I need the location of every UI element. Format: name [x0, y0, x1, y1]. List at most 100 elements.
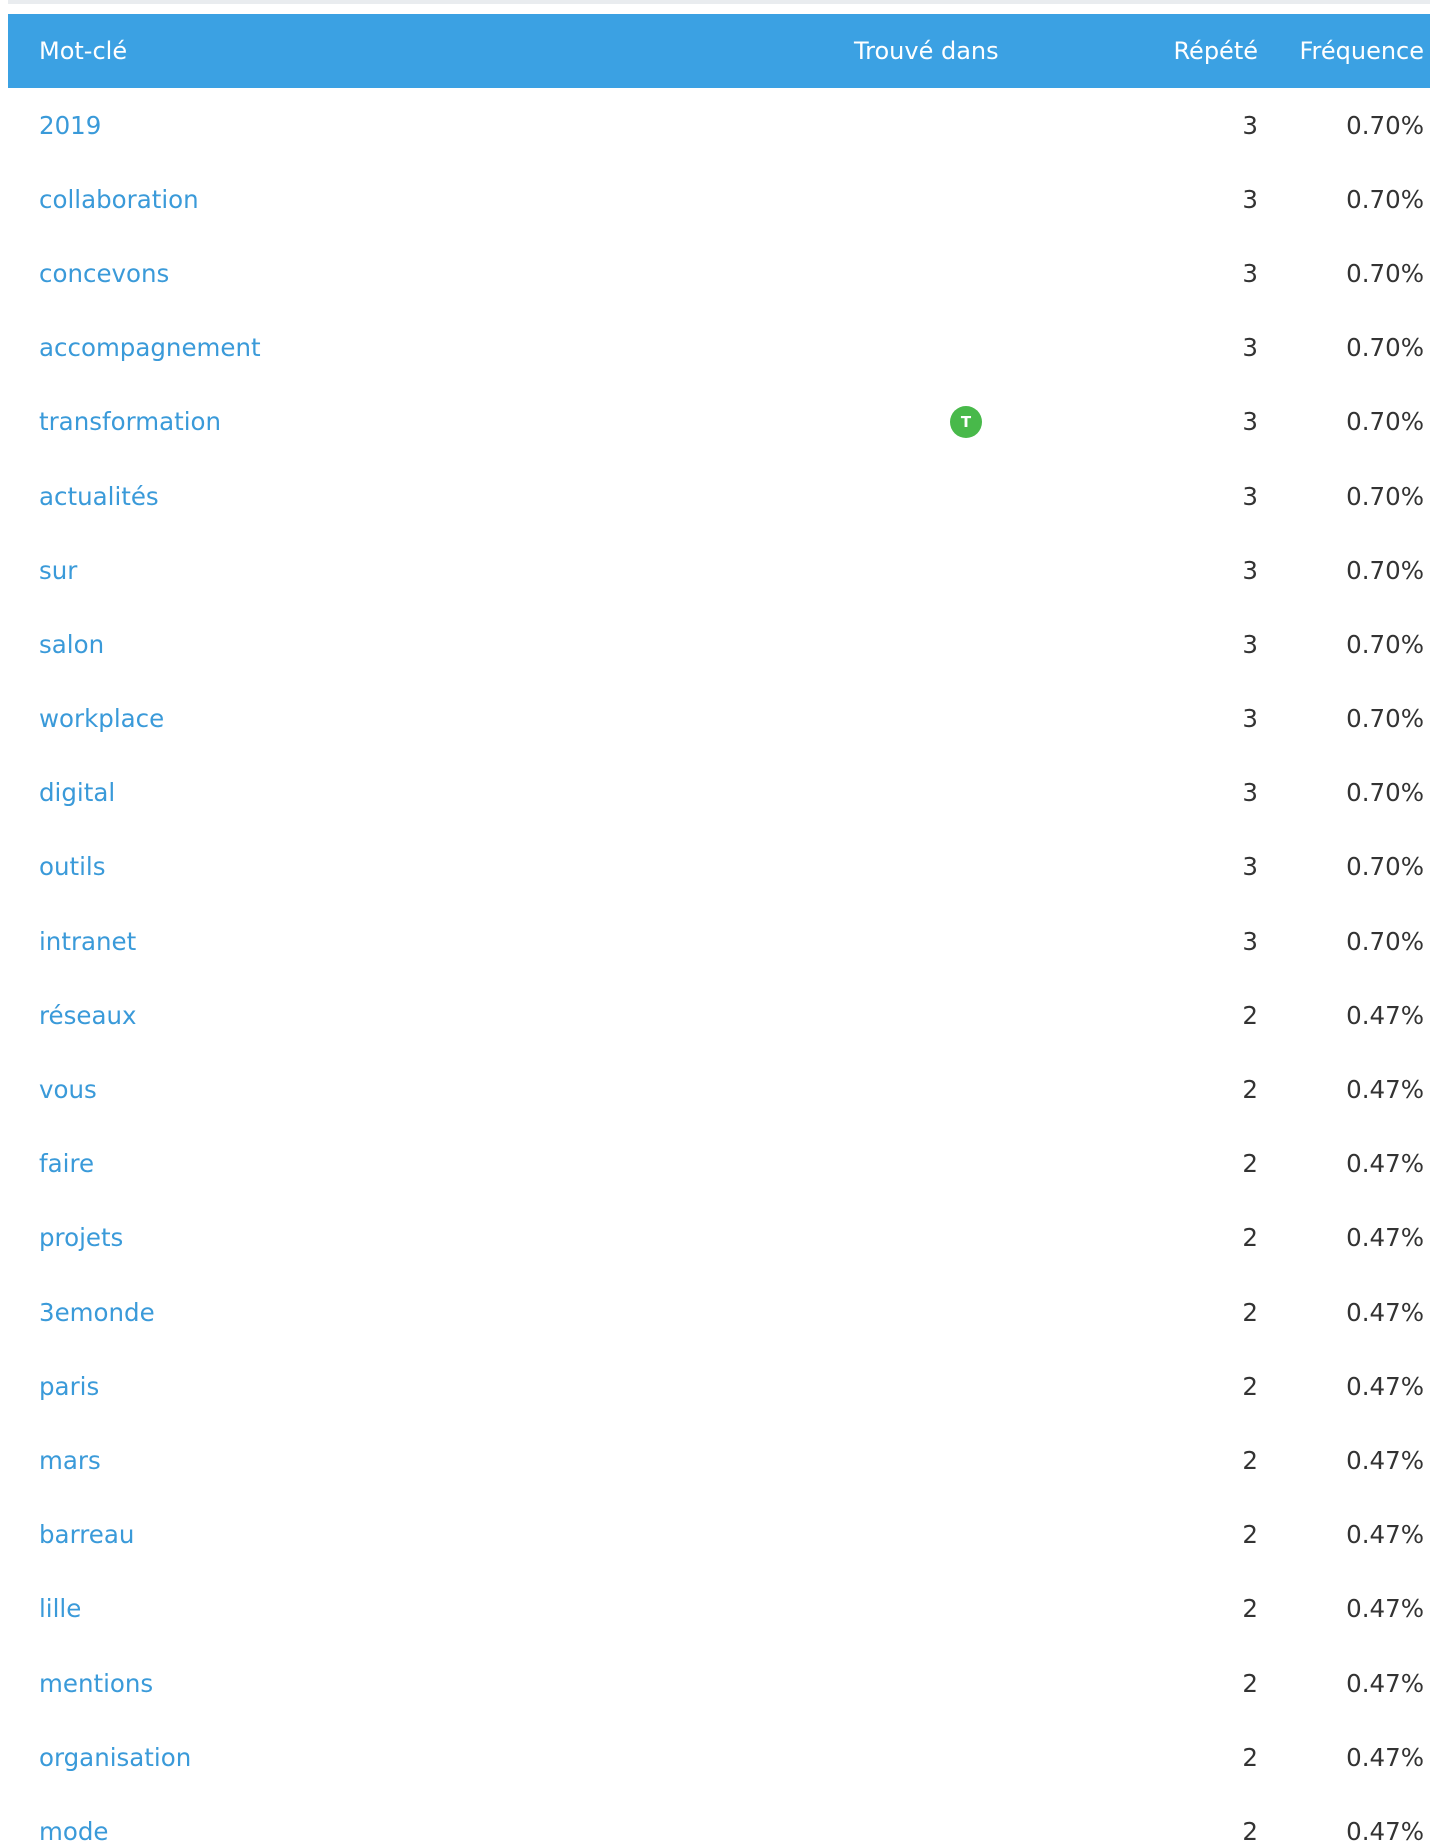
- keyword-link[interactable]: workplace: [39, 704, 165, 734]
- keyword-link[interactable]: intranet: [39, 926, 137, 956]
- frequency-value: 0.47%: [1346, 1816, 1424, 1841]
- keyword-link[interactable]: concevons: [39, 258, 170, 288]
- header-repeated: Répété: [1173, 37, 1258, 65]
- repeated-count: 3: [1242, 258, 1258, 288]
- frequency-value: 0.70%: [1346, 481, 1424, 511]
- table-row: mode 2 0.47%: [8, 1794, 1430, 1841]
- keyword-link[interactable]: 2019: [39, 110, 102, 140]
- table-row: sur 3 0.70%: [8, 533, 1430, 607]
- keyword-link[interactable]: projets: [39, 1223, 124, 1253]
- repeated-count: 3: [1242, 852, 1258, 882]
- repeated-count: 3: [1242, 407, 1258, 437]
- repeated-count: 3: [1242, 629, 1258, 659]
- keyword-link[interactable]: salon: [39, 629, 105, 659]
- frequency-value: 0.70%: [1346, 184, 1424, 214]
- keyword-link[interactable]: lille: [39, 1594, 82, 1624]
- table-row: mentions 2 0.47%: [8, 1646, 1430, 1720]
- table-row: réseaux 2 0.47%: [8, 978, 1430, 1052]
- frequency-value: 0.47%: [1346, 1223, 1424, 1253]
- keyword-link[interactable]: 3emonde: [39, 1297, 155, 1327]
- keyword-link[interactable]: outils: [39, 852, 106, 882]
- repeated-count: 3: [1242, 926, 1258, 956]
- table-row: transformation T 3 0.70%: [8, 385, 1430, 459]
- repeated-count: 3: [1242, 481, 1258, 511]
- table-row: vous 2 0.47%: [8, 1052, 1430, 1126]
- table-body: 2019 3 0.70% collaboration 3 0.70% concevons 3 0…: [8, 88, 1430, 1841]
- keyword-link[interactable]: mode: [39, 1816, 109, 1841]
- frequency-value: 0.47%: [1346, 1371, 1424, 1401]
- table-row: organisation 2 0.47%: [8, 1720, 1430, 1794]
- keyword-link[interactable]: sur: [39, 555, 78, 585]
- header-frequency: Fréquence: [1299, 37, 1424, 65]
- table-row: concevons 3 0.70%: [8, 236, 1430, 310]
- keyword-link[interactable]: barreau: [39, 1520, 135, 1550]
- frequency-value: 0.70%: [1346, 333, 1424, 363]
- table-row: faire 2 0.47%: [8, 1127, 1430, 1201]
- frequency-value: 0.47%: [1346, 1742, 1424, 1772]
- table-row: projets 2 0.47%: [8, 1201, 1430, 1275]
- keyword-link[interactable]: accompagnement: [39, 333, 261, 363]
- table-row: digital 3 0.70%: [8, 756, 1430, 830]
- table-row: collaboration 3 0.70%: [8, 162, 1430, 236]
- frequency-value: 0.47%: [1346, 1149, 1424, 1179]
- frequency-value: 0.70%: [1346, 258, 1424, 288]
- frequency-value: 0.47%: [1346, 1520, 1424, 1550]
- frequency-value: 0.47%: [1346, 1000, 1424, 1030]
- table-row: accompagnement 3 0.70%: [8, 311, 1430, 385]
- repeated-count: 2: [1242, 1520, 1258, 1550]
- table-header: Mot-clé Trouvé dans Répété Fréquence: [8, 14, 1430, 88]
- repeated-count: 2: [1242, 1075, 1258, 1105]
- keyword-link[interactable]: digital: [39, 778, 116, 808]
- repeated-count: 2: [1242, 1297, 1258, 1327]
- repeated-count: 2: [1242, 1000, 1258, 1030]
- repeated-count: 2: [1242, 1742, 1258, 1772]
- frequency-value: 0.70%: [1346, 555, 1424, 585]
- keyword-link[interactable]: vous: [39, 1075, 97, 1105]
- keyword-link[interactable]: collaboration: [39, 184, 199, 214]
- frequency-value: 0.70%: [1346, 778, 1424, 808]
- frequency-value: 0.70%: [1346, 852, 1424, 882]
- repeated-count: 3: [1242, 555, 1258, 585]
- keyword-link[interactable]: mars: [39, 1445, 101, 1475]
- table-row: 2019 3 0.70%: [8, 88, 1430, 162]
- frequency-value: 0.70%: [1346, 926, 1424, 956]
- frequency-value: 0.47%: [1346, 1445, 1424, 1475]
- repeated-count: 2: [1242, 1594, 1258, 1624]
- table-row: actualités 3 0.70%: [8, 459, 1430, 533]
- keyword-link[interactable]: paris: [39, 1371, 100, 1401]
- table-row: barreau 2 0.47%: [8, 1498, 1430, 1572]
- keyword-link[interactable]: réseaux: [39, 1000, 137, 1030]
- table-row: salon 3 0.70%: [8, 607, 1430, 681]
- table-row: lille 2 0.47%: [8, 1572, 1430, 1646]
- table-row: paris 2 0.47%: [8, 1349, 1430, 1423]
- table-row: outils 3 0.70%: [8, 830, 1430, 904]
- repeated-count: 2: [1242, 1223, 1258, 1253]
- keyword-link[interactable]: mentions: [39, 1668, 154, 1698]
- table-row: 3emonde 2 0.47%: [8, 1275, 1430, 1349]
- frequency-value: 0.47%: [1346, 1668, 1424, 1698]
- header-found-in: Trouvé dans: [854, 37, 999, 65]
- repeated-count: 2: [1242, 1668, 1258, 1698]
- keyword-link[interactable]: transformation: [39, 407, 222, 437]
- repeated-count: 2: [1242, 1816, 1258, 1841]
- table-row: intranet 3 0.70%: [8, 904, 1430, 978]
- frequency-value: 0.70%: [1346, 407, 1424, 437]
- keyword-link[interactable]: actualités: [39, 481, 159, 511]
- repeated-count: 3: [1242, 110, 1258, 140]
- frequency-value: 0.47%: [1346, 1075, 1424, 1105]
- table-row: workplace 3 0.70%: [8, 682, 1430, 756]
- frequency-value: 0.47%: [1346, 1594, 1424, 1624]
- frequency-value: 0.70%: [1346, 704, 1424, 734]
- repeated-count: 3: [1242, 704, 1258, 734]
- repeated-count: 3: [1242, 778, 1258, 808]
- header-keyword: Mot-clé: [39, 37, 128, 65]
- top-divider: [8, 0, 1430, 4]
- frequency-value: 0.70%: [1346, 629, 1424, 659]
- keyword-link[interactable]: organisation: [39, 1742, 192, 1772]
- frequency-value: 0.70%: [1346, 110, 1424, 140]
- keyword-table: Mot-clé Trouvé dans Répété Fréquence 201…: [8, 14, 1430, 1841]
- repeated-count: 2: [1242, 1149, 1258, 1179]
- repeated-count: 3: [1242, 184, 1258, 214]
- repeated-count: 2: [1242, 1371, 1258, 1401]
- keyword-link[interactable]: faire: [39, 1149, 95, 1179]
